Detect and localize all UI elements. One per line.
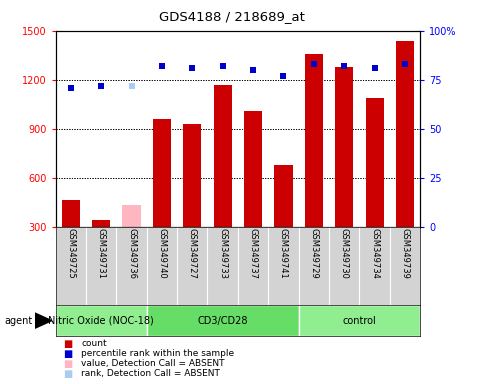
- Point: [341, 63, 348, 69]
- Bar: [396, 41, 414, 227]
- Bar: [244, 111, 262, 227]
- Bar: [92, 220, 110, 227]
- Text: CD3/CD28: CD3/CD28: [198, 316, 248, 326]
- Text: GSM349729: GSM349729: [309, 228, 318, 279]
- Text: Nitric Oxide (NOC-18): Nitric Oxide (NOC-18): [48, 316, 154, 326]
- Text: value, Detection Call = ABSENT: value, Detection Call = ABSENT: [81, 359, 225, 368]
- Point: [128, 83, 135, 89]
- Point: [188, 65, 196, 71]
- Bar: [305, 53, 323, 227]
- Bar: [153, 119, 171, 227]
- Point: [371, 65, 379, 71]
- Bar: [147, 305, 298, 336]
- Point: [219, 63, 227, 69]
- Point: [97, 83, 105, 89]
- Bar: [56, 305, 147, 336]
- Point: [280, 73, 287, 79]
- Text: GSM349727: GSM349727: [188, 228, 197, 279]
- Point: [67, 84, 74, 91]
- Text: ■: ■: [63, 349, 72, 359]
- Text: rank, Detection Call = ABSENT: rank, Detection Call = ABSENT: [81, 369, 220, 378]
- Text: GSM349741: GSM349741: [279, 228, 288, 279]
- Bar: [183, 124, 201, 227]
- Text: GSM349731: GSM349731: [97, 228, 106, 279]
- Text: agent: agent: [5, 316, 33, 326]
- Text: GSM349730: GSM349730: [340, 228, 349, 279]
- Text: GSM349733: GSM349733: [218, 228, 227, 279]
- Polygon shape: [35, 313, 52, 328]
- Text: GSM349736: GSM349736: [127, 228, 136, 279]
- Bar: [122, 205, 141, 227]
- Bar: [213, 84, 232, 227]
- Bar: [62, 200, 80, 227]
- Point: [158, 63, 166, 69]
- Bar: [298, 305, 420, 336]
- Text: GSM349739: GSM349739: [400, 228, 410, 279]
- Bar: [274, 165, 293, 227]
- Point: [310, 61, 318, 67]
- Bar: [335, 67, 354, 227]
- Text: ■: ■: [63, 369, 72, 379]
- Text: GSM349737: GSM349737: [249, 228, 257, 279]
- Text: control: control: [342, 316, 376, 326]
- Text: ■: ■: [63, 339, 72, 349]
- Text: GSM349740: GSM349740: [157, 228, 167, 279]
- Text: percentile rank within the sample: percentile rank within the sample: [81, 349, 234, 358]
- Point: [249, 67, 257, 73]
- Text: GDS4188 / 218689_at: GDS4188 / 218689_at: [159, 10, 305, 23]
- Text: GSM349725: GSM349725: [66, 228, 75, 279]
- Text: ■: ■: [63, 359, 72, 369]
- Point: [401, 61, 409, 67]
- Text: GSM349734: GSM349734: [370, 228, 379, 279]
- Bar: [366, 98, 384, 227]
- Text: count: count: [81, 339, 107, 348]
